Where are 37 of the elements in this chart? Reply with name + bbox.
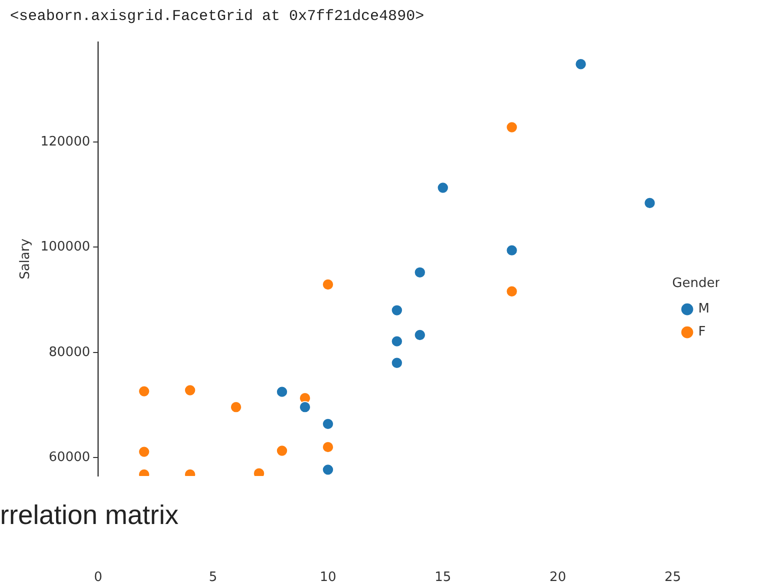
legend-label: M	[698, 302, 710, 317]
text: <seaborn.axisgrid.FacetGrid at 0x7ff21dce4890>	[10, 8, 424, 25]
point	[414, 266, 426, 278]
x-tick-label: 5	[208, 570, 218, 584]
point	[391, 335, 403, 348]
point	[391, 304, 403, 316]
point	[574, 58, 587, 70]
x-tick-label: 15	[434, 570, 452, 584]
point	[644, 197, 656, 209]
x-tick-label: 0	[94, 570, 102, 584]
point	[184, 384, 196, 396]
text: rrelation matrix	[0, 500, 179, 531]
y-tick-label: 100000	[40, 240, 90, 255]
point	[322, 441, 334, 453]
point	[322, 278, 334, 290]
point	[506, 285, 518, 298]
legend-label: F	[698, 324, 706, 340]
point	[276, 444, 288, 457]
point	[276, 386, 288, 398]
point	[138, 385, 150, 398]
point	[299, 401, 311, 413]
y-axis-title: Salary	[18, 238, 34, 280]
point	[322, 464, 334, 476]
point	[436, 182, 449, 194]
y-tick-label: 120000	[40, 134, 90, 150]
x-tick-label: 25	[664, 570, 681, 584]
x-tick-label: 20	[550, 570, 566, 584]
y-tick-label: 60000	[48, 450, 90, 465]
point	[391, 356, 403, 369]
point	[414, 329, 426, 341]
point	[230, 401, 242, 413]
x-tick-label: 10	[320, 570, 336, 584]
y-tick-label: 80000	[48, 344, 90, 360]
point	[506, 244, 518, 256]
point	[506, 121, 518, 134]
point	[138, 446, 150, 458]
point	[322, 418, 334, 430]
